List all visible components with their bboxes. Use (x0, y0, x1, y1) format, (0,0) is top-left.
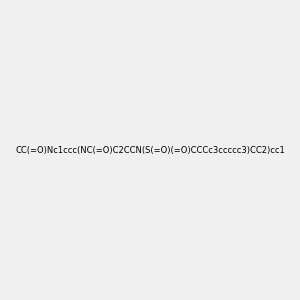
Text: CC(=O)Nc1ccc(NC(=O)C2CCN(S(=O)(=O)CCCc3ccccc3)CC2)cc1: CC(=O)Nc1ccc(NC(=O)C2CCN(S(=O)(=O)CCCc3c… (15, 146, 285, 154)
